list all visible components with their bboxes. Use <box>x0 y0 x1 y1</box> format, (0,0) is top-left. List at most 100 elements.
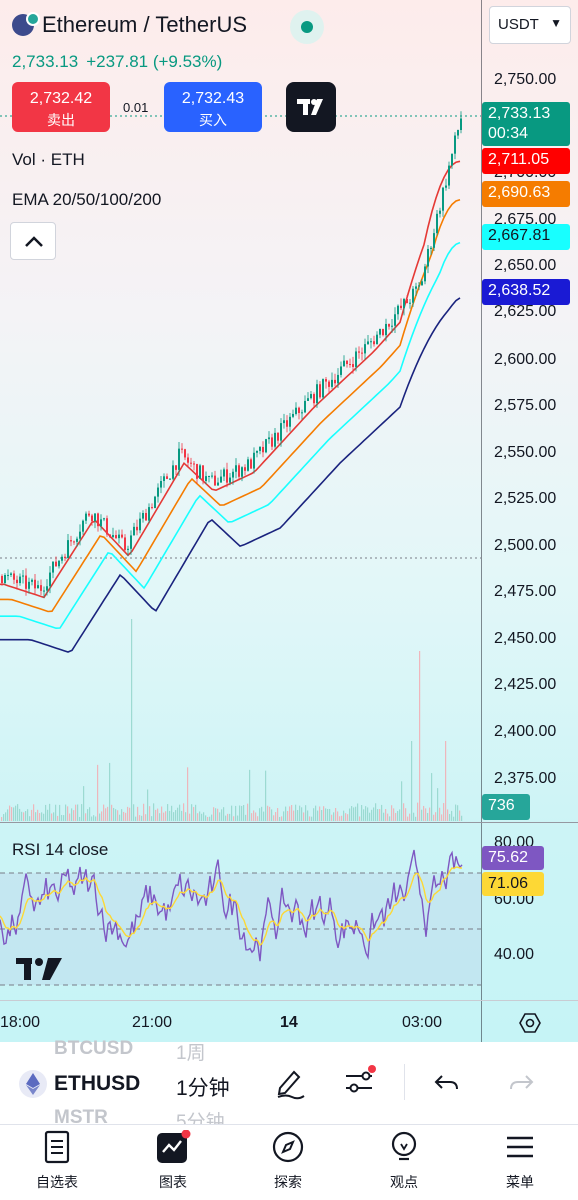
candle-body <box>292 413 294 417</box>
symbol-option-prev[interactable]: BTCUSD <box>54 1038 134 1059</box>
volume-bar <box>43 813 45 821</box>
volume-bar <box>443 803 445 821</box>
candle-body <box>445 185 447 188</box>
candle-body <box>286 420 288 427</box>
compass-icon <box>272 1131 304 1163</box>
volume-bar <box>53 812 55 821</box>
volume-bar <box>387 813 389 821</box>
rsi-legend[interactable]: RSI 14 close <box>12 840 109 859</box>
candle-body <box>112 535 114 538</box>
volume-bar <box>279 816 281 821</box>
volume-bar <box>307 810 309 821</box>
volume-legend[interactable]: Vol · ETH <box>12 150 85 169</box>
chart-settings-button[interactable] <box>518 1011 542 1040</box>
tradingview-logo-icon[interactable] <box>286 82 336 132</box>
volume-bar <box>103 804 105 821</box>
volume-bar <box>407 816 409 821</box>
volume-bar <box>263 811 265 821</box>
redo-icon[interactable] <box>506 1064 536 1100</box>
volume-bar <box>39 813 41 821</box>
volume-bar <box>229 813 231 821</box>
candle-body <box>253 452 255 469</box>
candle-body <box>31 579 33 582</box>
candle-body <box>220 476 222 483</box>
volume-bar <box>253 810 255 821</box>
volume-bar <box>329 808 331 821</box>
nav-explore[interactable]: 探索 <box>243 1130 333 1192</box>
volume-bar <box>349 808 351 821</box>
price-axis-label: 2,675.00 <box>494 211 557 228</box>
indicators-sliders-icon[interactable] <box>342 1064 380 1100</box>
candle-body <box>373 341 375 345</box>
volume-bar <box>143 803 145 821</box>
volume-bar <box>243 804 245 821</box>
volume-bar <box>155 809 157 821</box>
candle-body <box>385 323 387 336</box>
candle-body <box>76 538 78 542</box>
candle-body <box>91 515 93 522</box>
nav-menu[interactable]: 菜单 <box>475 1130 565 1192</box>
volume-bar <box>281 816 283 821</box>
currency-select[interactable]: USDT ▼ <box>489 6 571 44</box>
candles <box>1 111 462 598</box>
interval-selector[interactable]: 1分钟 <box>176 1077 230 1100</box>
volume-bar <box>249 769 251 821</box>
market-open-indicator-icon[interactable] <box>290 10 324 44</box>
ema50-line <box>0 198 461 613</box>
candle-body <box>340 366 342 375</box>
candle-body <box>424 266 426 282</box>
volume-bar <box>121 809 123 821</box>
candle-body <box>319 384 321 398</box>
symbol-selector[interactable]: ETHUSD <box>54 1072 141 1095</box>
nav-watchlist[interactable]: 自选表 <box>12 1130 102 1192</box>
candle-body <box>175 465 177 470</box>
candle-body <box>358 351 360 353</box>
nav-chart[interactable]: 图表 <box>128 1130 218 1192</box>
candle-body <box>70 540 72 542</box>
buy-button[interactable]: 2,732.43 买入 <box>164 82 262 132</box>
volume-bar <box>123 811 125 821</box>
candle-body <box>250 459 252 469</box>
volume-bar <box>161 806 163 821</box>
chart-canvas[interactable] <box>0 0 481 1000</box>
volume-bar <box>219 812 221 821</box>
volume-bar <box>3 814 5 821</box>
bar-countdown: 00:34 <box>488 125 529 142</box>
volume-bar <box>177 807 179 821</box>
volume-bar <box>133 804 135 821</box>
candle-body <box>79 531 81 539</box>
drawing-tool-pencil-icon[interactable] <box>272 1064 308 1100</box>
nav-ideas[interactable]: 观点 <box>359 1130 449 1192</box>
volume-bar <box>395 812 397 821</box>
ema-legend[interactable]: EMA 20/50/100/200 <box>12 190 162 209</box>
volume-bar <box>317 810 319 821</box>
volume-bar <box>159 813 161 821</box>
candle-body <box>247 459 249 471</box>
volume-bar <box>147 789 149 821</box>
price-summary: 2,733.13 +237.81 (+9.53%) <box>12 52 230 72</box>
candle-body <box>448 165 450 186</box>
volume-bar <box>151 816 153 821</box>
volume-bar <box>403 803 405 821</box>
candle-body <box>148 507 150 521</box>
volume-bar <box>247 803 249 821</box>
rsi-ma-line <box>0 866 462 947</box>
rsi-pane-divider[interactable] <box>0 822 578 823</box>
volume-bar <box>459 810 461 821</box>
symbol-header[interactable]: Ethereum / TetherUS <box>12 12 247 38</box>
volume-bar <box>277 808 279 821</box>
candle-body <box>160 481 162 488</box>
symbol-title[interactable]: Ethereum / TetherUS <box>42 12 248 37</box>
candle-body <box>283 420 285 424</box>
interval-option-prev[interactable]: 1周 <box>176 1043 206 1064</box>
volume-bar <box>45 804 47 821</box>
volume-bar <box>375 803 377 821</box>
candle-body <box>226 469 228 483</box>
collapse-legend-button[interactable] <box>10 222 56 260</box>
candle-body <box>193 463 195 465</box>
candle-body <box>259 446 261 451</box>
sell-button[interactable]: 2,732.42 卖出 <box>12 82 110 132</box>
price-axis-label: 2,650.00 <box>494 257 557 274</box>
symbol-option-next[interactable]: MSTR <box>54 1107 108 1128</box>
undo-icon[interactable] <box>432 1064 462 1100</box>
